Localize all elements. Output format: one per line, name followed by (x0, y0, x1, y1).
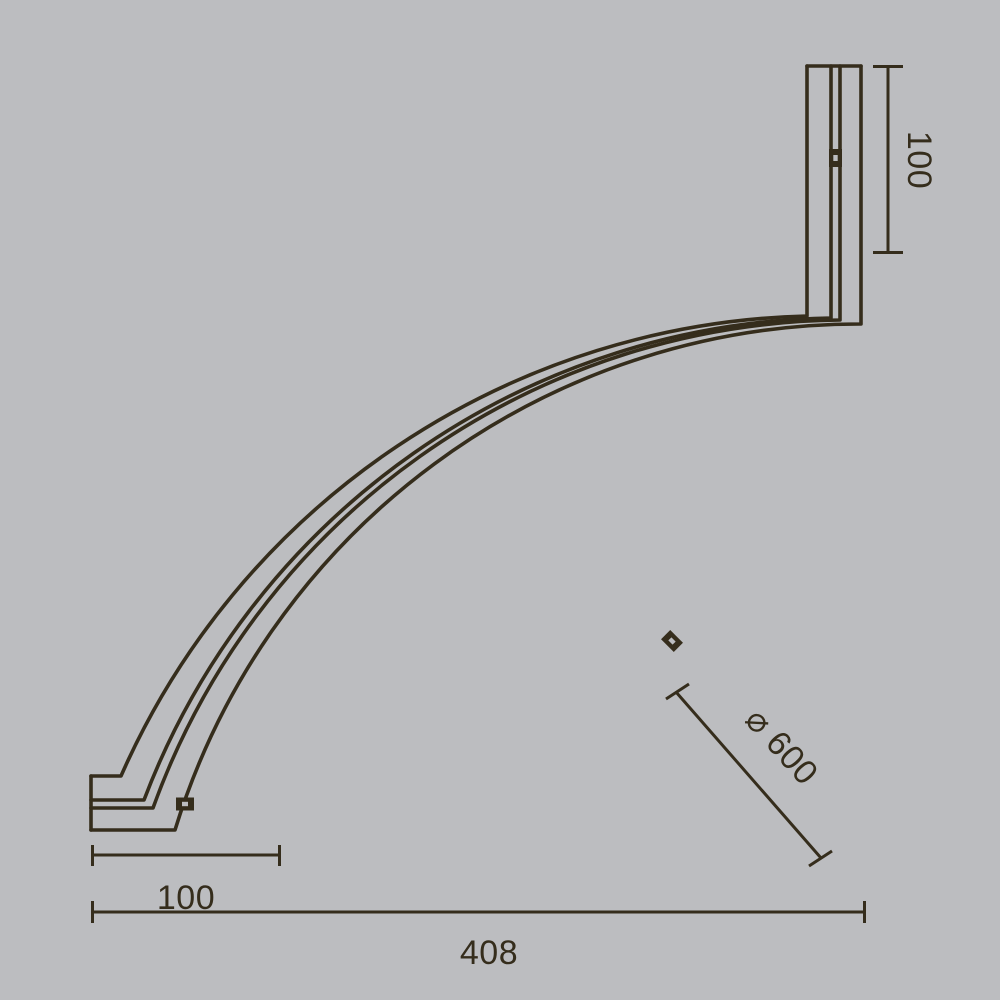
dim-tick-diameter-end (808, 849, 833, 868)
track-inner-edge (89, 64, 863, 832)
dim-line-diameter (674, 691, 823, 859)
track-profile-group (89, 64, 863, 832)
dimension-label-overall-width: 408 (460, 934, 518, 972)
dim-tick-diameter-start (665, 682, 690, 701)
connector-marker-middle (661, 630, 683, 652)
track-channel-line-1 (89, 64, 833, 802)
connector-marker-top (829, 149, 842, 167)
dimension-diameter (665, 682, 833, 868)
track-channel-line-2 (89, 64, 842, 810)
dimension-vertical-right (873, 65, 903, 254)
track-outer-edge (89, 64, 809, 778)
dimension-overall-width (91, 901, 866, 923)
dimension-horizontal-left (91, 845, 281, 866)
dimension-label-vertical-right: 100 (900, 131, 938, 189)
connector-markers-group (176, 149, 842, 811)
connector-marker-left (176, 797, 194, 811)
